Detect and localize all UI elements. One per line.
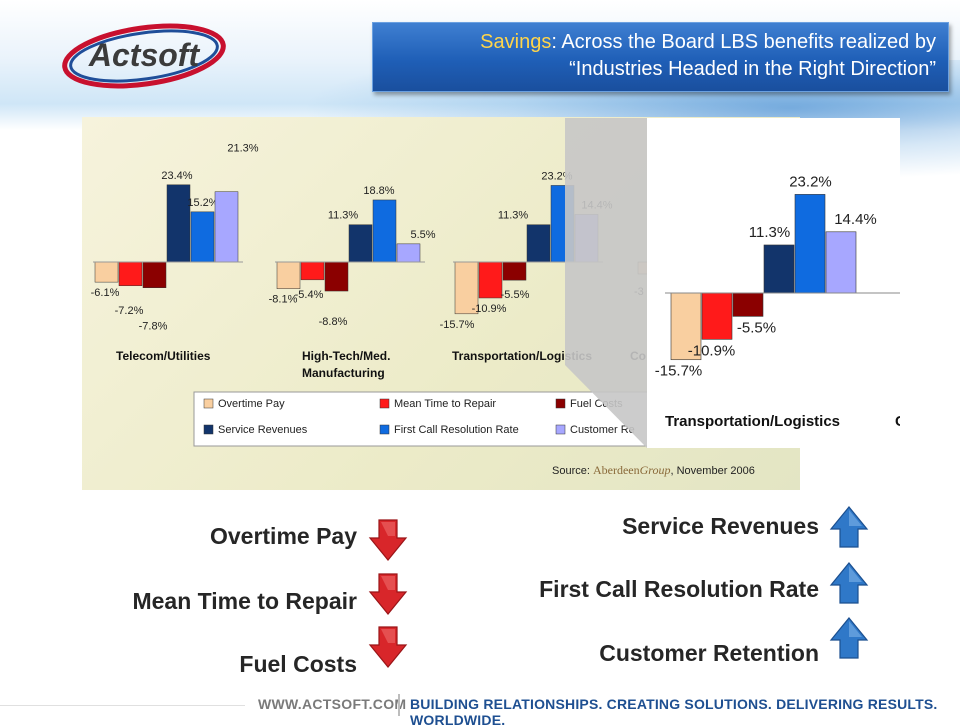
- title-highlight: Savings: [480, 31, 552, 53]
- source-note: Source: AberdeenGroup, November 2006: [552, 463, 755, 477]
- zoom-data-label: -15.7%: [655, 363, 703, 380]
- category-label: High-Tech/Med. Manufacturing: [302, 349, 390, 380]
- zoom-data-label: 23.2%: [789, 173, 832, 190]
- data-label: 11.3%: [498, 210, 529, 222]
- data-label: -5.5%: [501, 289, 530, 301]
- footer-divider: [398, 694, 400, 716]
- legend-swatch: [379, 398, 390, 409]
- zoom-bar: [732, 292, 764, 317]
- zoom-data-label: 14.4%: [834, 211, 877, 228]
- data-label: 23.2%: [541, 170, 572, 182]
- data-label: -6.1%: [91, 287, 120, 299]
- up-arrow-icon: [829, 506, 869, 548]
- data-label: -10.9%: [472, 303, 507, 315]
- data-label: 23.4%: [161, 170, 192, 182]
- legend-label: Mean Time to Repair: [394, 398, 496, 410]
- zoom-bar: [670, 292, 702, 361]
- down-arrow-icon: [368, 573, 408, 615]
- data-label: -8.1%: [269, 294, 298, 306]
- title-line-1: Savings: Across the Board LBS benefits r…: [480, 31, 936, 54]
- category-label: Telecom/Utilities: [116, 349, 211, 363]
- zoom-data-label: -10.9%: [688, 342, 736, 359]
- zoom-panel: -15.7% -10.9% -5.5% 11.3% 23.2% 14.4% Transpor…: [647, 118, 906, 448]
- up-arrow-icon: [829, 562, 869, 604]
- data-label: -15.7%: [440, 319, 475, 331]
- up-arrow-icon: [829, 617, 869, 659]
- decrease-label-2: Mean Time to Repair: [132, 588, 357, 614]
- legend-label: Overtime Pay: [218, 398, 285, 410]
- zoom-cut-label: C: [895, 413, 900, 430]
- footer-tagline: BUILDING RELATIONSHIPS. CREATING SOLUTIO…: [410, 696, 938, 728]
- legend-swatch: [379, 424, 390, 435]
- data-label: -7.2%: [115, 305, 144, 317]
- data-label: 5.5%: [410, 229, 435, 241]
- zoom-bar: [825, 231, 857, 294]
- data-label: -7.8%: [139, 321, 168, 333]
- increase-label-3: Customer Retention: [599, 640, 819, 666]
- legend-label: Service Revenues: [218, 424, 308, 436]
- legend-swatch: [203, 424, 214, 435]
- zoom-category-label: Transportation/Logistics: [665, 413, 840, 430]
- data-label: -8.8%: [319, 316, 348, 328]
- legend-label: Customer Re: [570, 424, 635, 436]
- increase-label-2: First Call Resolution Rate: [539, 576, 819, 602]
- zoom-bar: [794, 194, 826, 294]
- zoom-bar: [763, 244, 795, 294]
- title-line-1-text: : Across the Board LBS benefits realized…: [551, 31, 936, 53]
- category-label: Transportation/Logistics: [452, 349, 592, 363]
- down-arrow-icon: [368, 519, 408, 561]
- data-label: 11.3%: [328, 210, 359, 222]
- decrease-label-3: Fuel Costs: [239, 651, 357, 677]
- down-arrow-icon: [368, 626, 408, 668]
- data-label: 15.2%: [187, 197, 218, 209]
- zoom-data-label: -5.5%: [737, 319, 776, 336]
- data-label: 21.3%: [227, 143, 258, 155]
- decrease-label-1: Overtime Pay: [209, 523, 357, 549]
- legend-swatch: [555, 398, 566, 409]
- actsoft-logo: Actsoft: [62, 23, 226, 89]
- zoom-bar: [701, 292, 733, 340]
- data-label: -5.4%: [295, 289, 324, 301]
- legend-swatch: [555, 424, 566, 435]
- legend-swatch: [203, 398, 214, 409]
- zoom-data-label: 11.3%: [749, 224, 790, 241]
- zoom-bar-chart: -15.7% -10.9%-5.5% 11.3% 23.2% 14.4% Transpor…: [655, 173, 906, 430]
- svg-text:Actsoft: Actsoft: [88, 37, 201, 73]
- slide-title: Savings: Across the Board LBS benefits r…: [372, 22, 949, 92]
- footer-rule: [0, 705, 245, 706]
- data-label: 18.8%: [363, 185, 394, 197]
- legend-label: First Call Resolution Rate: [394, 424, 519, 436]
- footer-url[interactable]: WWW.ACTSOFT.COM: [258, 696, 407, 712]
- title-line-2: “Industries Headed in the Right Directio…: [569, 58, 936, 80]
- increase-label-1: Service Revenues: [622, 513, 819, 539]
